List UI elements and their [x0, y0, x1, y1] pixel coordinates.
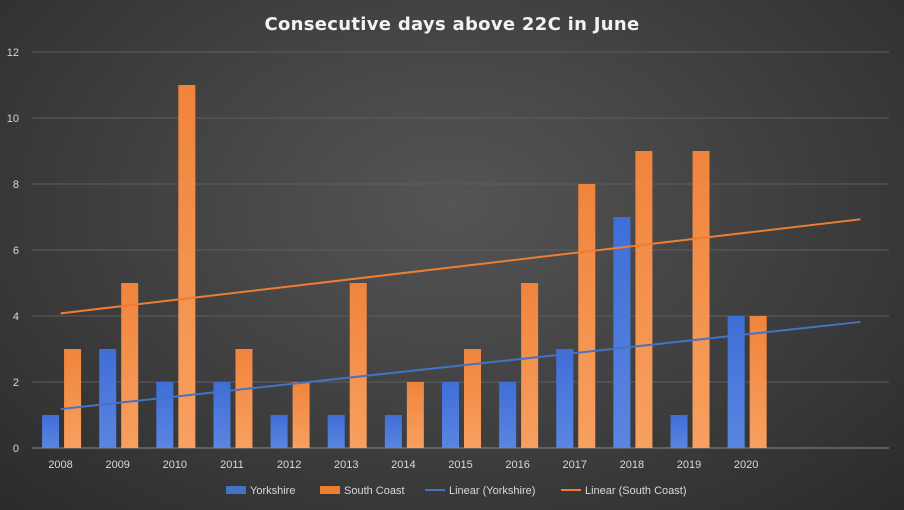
x-tick-label: 2012	[277, 459, 301, 471]
bar-south-coast-2013	[349, 283, 367, 448]
bar-yorkshire-2012	[270, 415, 288, 448]
x-tick-label: 2019	[677, 459, 701, 471]
y-axis: 0 2 4 6 8 10 12	[7, 47, 19, 455]
bar-yorkshire-2019	[670, 415, 688, 448]
y-tick-label: 6	[13, 245, 19, 257]
trendlines	[60, 218, 861, 411]
bar-yorkshire-2015	[442, 382, 459, 448]
bar-south-coast-2014	[406, 382, 424, 448]
x-tick-label: 2011	[220, 459, 244, 471]
bar-yorkshire-2018	[613, 217, 631, 448]
bar-south-coast-2012	[292, 382, 310, 448]
y-tick-label: 0	[13, 443, 19, 455]
bar-yorkshire-2020	[727, 316, 745, 448]
bar-south-coast-2008	[64, 349, 82, 448]
bar-south-coast-2017	[578, 184, 596, 448]
bar-yorkshire-2017	[556, 349, 574, 448]
bar-south-coast-2015	[464, 349, 481, 448]
x-tick-label: 2013	[334, 459, 358, 471]
bar-south-coast-2018	[635, 151, 653, 448]
legend-swatch	[320, 486, 340, 494]
y-tick-label: 12	[7, 47, 19, 59]
y-tick-label: 2	[13, 377, 19, 389]
x-tick-label: 2008	[48, 459, 72, 471]
bar-south-coast-2011	[235, 349, 253, 448]
bar-yorkshire-2010	[156, 382, 174, 448]
bar-yorkshire-2011	[213, 382, 231, 448]
bar-yorkshire-2014	[384, 415, 402, 448]
bars	[42, 85, 767, 448]
bar-south-coast-2009	[121, 283, 139, 448]
chart-title: Consecutive days above 22C in June	[264, 14, 639, 35]
bar-yorkshire-2016	[499, 382, 517, 448]
trendline-south-coast	[60, 218, 861, 315]
bar-yorkshire-2009	[99, 349, 117, 448]
x-tick-label: 2009	[105, 459, 129, 471]
bar-south-coast-2016	[521, 283, 539, 448]
legend-label: South Coast	[344, 485, 405, 497]
y-tick-label: 8	[13, 179, 19, 191]
x-tick-label: 2016	[505, 459, 529, 471]
legend-swatch	[226, 486, 246, 494]
legend-label: Linear (South Coast)	[585, 485, 687, 497]
bar-south-coast-2010	[178, 85, 196, 448]
y-tick-label: 4	[13, 311, 19, 323]
bar-yorkshire-2013	[327, 415, 345, 448]
x-tick-label: 2010	[163, 459, 187, 471]
y-tick-label: 10	[7, 113, 19, 125]
bar-south-coast-2020	[749, 316, 767, 448]
x-tick-label: 2018	[620, 459, 644, 471]
x-tick-label: 2020	[734, 459, 758, 471]
x-tick-label: 2014	[391, 459, 415, 471]
legend-label: Yorkshire	[250, 485, 295, 497]
bar-south-coast-2019	[692, 151, 710, 448]
legend-label: Linear (Yorkshire)	[449, 485, 535, 497]
x-axis: 2008 2009 2010 2011 2012 2013 2014 2015 2016 2017…	[48, 459, 758, 471]
gridlines	[32, 51, 889, 449]
x-tick-label: 2017	[563, 459, 587, 471]
x-tick-label: 2015	[448, 459, 472, 471]
trendline-yorkshire	[60, 320, 861, 411]
bar-yorkshire-2008	[42, 415, 60, 448]
legend: Yorkshire South Coast Linear (Yorkshire) Li…	[226, 485, 687, 497]
